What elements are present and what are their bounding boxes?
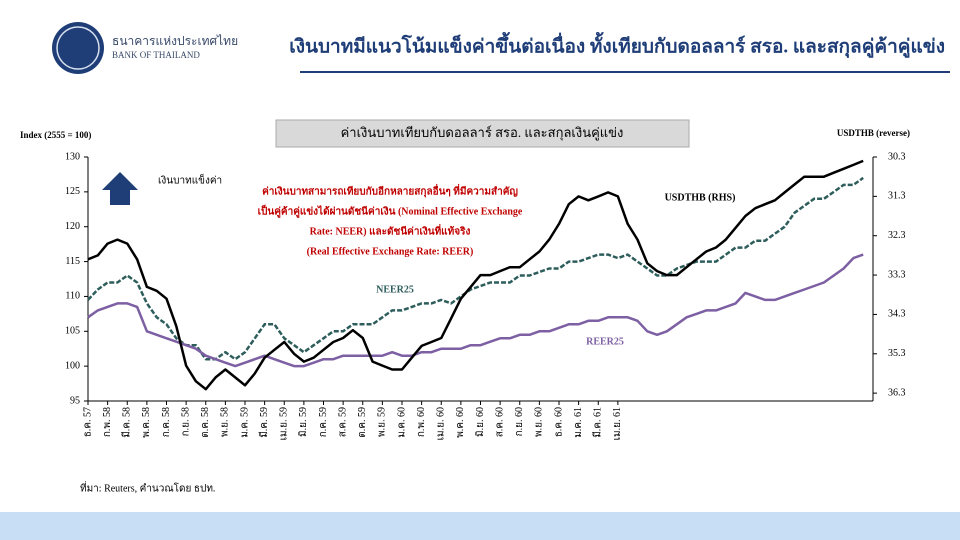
annotation-line: Rate: NEER) และดัชนีค่าเงินที่แท้จริง — [310, 223, 471, 237]
y2-tick-label: 30.3 — [888, 151, 906, 162]
chart-title-box — [275, 119, 690, 148]
x-tick-label: มี.ค. 58 — [121, 407, 133, 438]
x-tick-label: ก.พ. 58 — [102, 407, 113, 437]
series-label: NEER25 — [376, 284, 414, 295]
x-tick-label: ม.ค. 59 — [239, 407, 250, 438]
y-tick-label: 125 — [65, 186, 80, 197]
y-tick-label: 95 — [70, 395, 80, 406]
x-tick-label: พ.ย. 60 — [534, 407, 545, 437]
x-tick-label: เม.ย. 59 — [279, 407, 290, 440]
strong-baht-arrow — [102, 172, 138, 205]
x-tick-label: ก.พ. 60 — [416, 407, 427, 437]
x-tick-label: ก.ค. 58 — [161, 407, 172, 437]
x-tick-label: ม.ค. 61 — [573, 407, 584, 438]
series-label: REER25 — [586, 336, 624, 347]
annotation-line: (Real Effective Exchange Rate: REER) — [307, 246, 474, 257]
y-tick-label: 130 — [65, 151, 80, 162]
footer-band — [0, 512, 960, 540]
chart-title: ค่าเงินบาทเทียบกับดอลลาร์ สรอ. และสกุลเง… — [341, 125, 624, 141]
x-tick-label: มิ.ย. 60 — [475, 407, 486, 437]
y2-axis-label: USDTHB (reverse) — [837, 128, 910, 138]
logo-ring — [56, 26, 100, 70]
x-tick-label: พ.ค. 60 — [455, 407, 466, 438]
y2-tick-label: 32.3 — [888, 230, 906, 241]
x-tick-label: พ.ค. 58 — [141, 407, 152, 438]
y2-tick-label: 35.3 — [888, 348, 906, 359]
org-name-th: ธนาคารแห่งประเทศไทย — [112, 34, 238, 48]
annotation-line: เป็นคู่ค้าคู่แข่งได้ผ่านดัชนีค่าเงิน (No… — [258, 203, 523, 218]
x-tick-label: ก.ค. 59 — [318, 407, 329, 437]
x-tick-label: ธ.ค. 57 — [82, 407, 93, 437]
x-tick-label: พ.ย. 58 — [220, 407, 231, 437]
x-tick-label: ต.ค. 59 — [357, 407, 368, 438]
series-line — [87, 253, 864, 368]
series-line — [87, 176, 864, 361]
arrow-label: เงินบาทแข็งค่า — [158, 172, 222, 186]
x-tick-label: ต.ค. 58 — [200, 407, 211, 438]
x-tick-label: มิ.ย. 59 — [298, 407, 309, 437]
x-tick-label: เม.ย. 61 — [612, 407, 623, 440]
slide-title: เงินบาทมีแนวโน้มแข็งค่าขึ้นต่อเนื่อง ทั้… — [289, 31, 945, 58]
annotation-line: ค่าเงินบาทสามารถเทียบกับอีกหลายสกุลอื่นๆ… — [262, 183, 518, 197]
y-tick-label: 115 — [65, 256, 80, 267]
org-name-en: BANK OF THAILAND — [112, 50, 200, 60]
x-tick-label: ก.ย. 60 — [514, 407, 525, 436]
y2-tick-label: 34.3 — [888, 309, 906, 320]
y-tick-label: 105 — [65, 326, 80, 337]
series-line — [87, 159, 864, 391]
y2-tick-label: 36.3 — [888, 387, 906, 398]
y-tick-label: 110 — [65, 291, 80, 302]
x-tick-label: มี.ค. 59 — [258, 407, 270, 438]
x-tick-label: พ.ย. 59 — [377, 407, 388, 437]
x-tick-label: มี.ค. 61 — [592, 407, 604, 438]
y2-tick-label: 31.3 — [888, 191, 906, 202]
x-tick-label: เม.ย. 60 — [436, 407, 447, 440]
x-tick-label: ก.ย. 58 — [180, 407, 191, 436]
y2-tick-label: 33.3 — [888, 269, 906, 280]
y-axis-label: Index (2555 = 100) — [20, 130, 91, 140]
x-tick-label: ส.ค. 59 — [337, 407, 348, 437]
logo — [52, 22, 104, 74]
y-tick-label: 120 — [65, 221, 80, 232]
x-tick-label: ม.ค. 60 — [396, 407, 407, 438]
x-tick-label: ส.ค. 60 — [494, 407, 505, 437]
source-note: ที่มา: Reuters, คำนวณโดย ธปท. — [80, 480, 215, 494]
y-tick-label: 100 — [65, 360, 80, 371]
series-label: USDTHB (RHS) — [665, 192, 736, 203]
x-tick-label: ธ.ค. 60 — [553, 407, 564, 437]
